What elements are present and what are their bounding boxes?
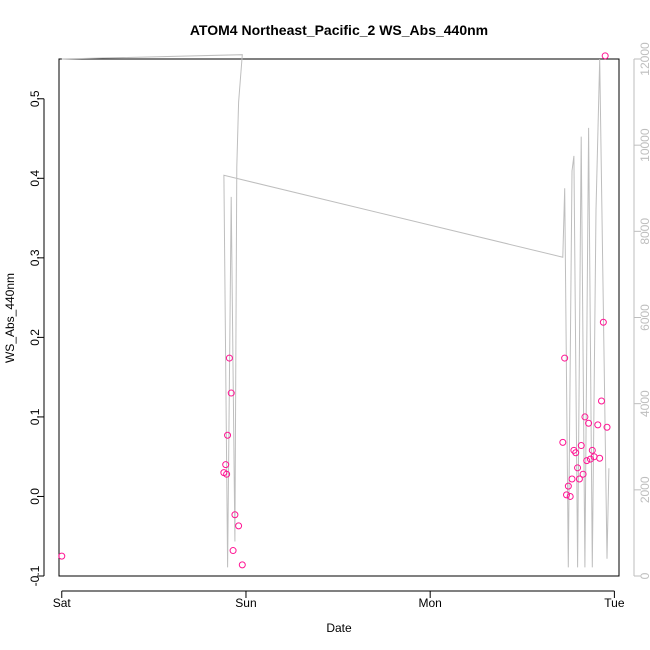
x-tick-label: Mon [419,596,442,610]
axes-layer: Sat Sun Mon Tue -0.1 0.0 0.1 0.2 0.3 0.4 0.5 0 2000 4… [28,42,650,610]
chart-title: ATOM4 Northeast_Pacific_2 WS_Abs_440nm [190,22,488,38]
data-point [238,561,246,569]
y-axis-label: WS_Abs_440nm [3,273,17,363]
right-tick-label: 0 [638,572,650,579]
data-point [227,389,235,397]
y-tick-label: 0.4 [28,170,42,187]
data-point [583,457,591,465]
data-point [559,438,567,446]
right-tick-label: 6000 [638,304,650,331]
y-tick-label: 0.5 [28,90,42,107]
data-point [568,475,576,483]
y-tick-label: 0.2 [28,329,42,346]
data-point [588,446,596,454]
data-point [594,421,602,429]
y-tick-label: 0.1 [28,408,42,425]
data-point [603,423,611,431]
data-point [585,419,593,427]
data-point [561,354,569,362]
y-tick-label: -0.1 [28,565,42,586]
data-point [563,491,570,499]
right-axis-series-layer [61,54,610,568]
y-tick-label: 0.3 [28,249,42,266]
data-point [572,449,580,457]
data-point [58,552,66,560]
data-point [564,482,572,490]
x-axis-label: Date [326,621,352,635]
right-tick-label: 12000 [638,42,650,76]
data-point [586,455,594,463]
data-point [566,492,574,500]
data-point [601,52,609,60]
x-tick-label: Tue [604,596,625,610]
data-point [599,318,607,326]
data-point [222,461,230,469]
data-point [224,431,232,439]
x-tick-label: Sat [53,596,72,610]
data-point [574,464,582,472]
data-point [235,522,243,530]
data-point [598,397,605,405]
data-point [577,442,585,450]
data-point [581,413,589,421]
y-tick-label: 0.0 [28,488,42,505]
data-point [579,470,587,478]
plot-frame [58,58,620,577]
left-axis-series-layer [58,52,611,569]
data-point [225,354,233,362]
grey-line-series [61,54,610,568]
x-tick-label: Sun [235,596,256,610]
right-tick-label: 2000 [638,476,650,503]
data-point [596,454,604,462]
data-point [231,511,239,519]
data-point [575,475,583,483]
data-point [229,547,237,555]
right-tick-label: 8000 [638,218,650,245]
right-tick-label: 10000 [638,128,650,162]
data-point [223,470,231,478]
right-tick-label: 4000 [638,390,650,417]
